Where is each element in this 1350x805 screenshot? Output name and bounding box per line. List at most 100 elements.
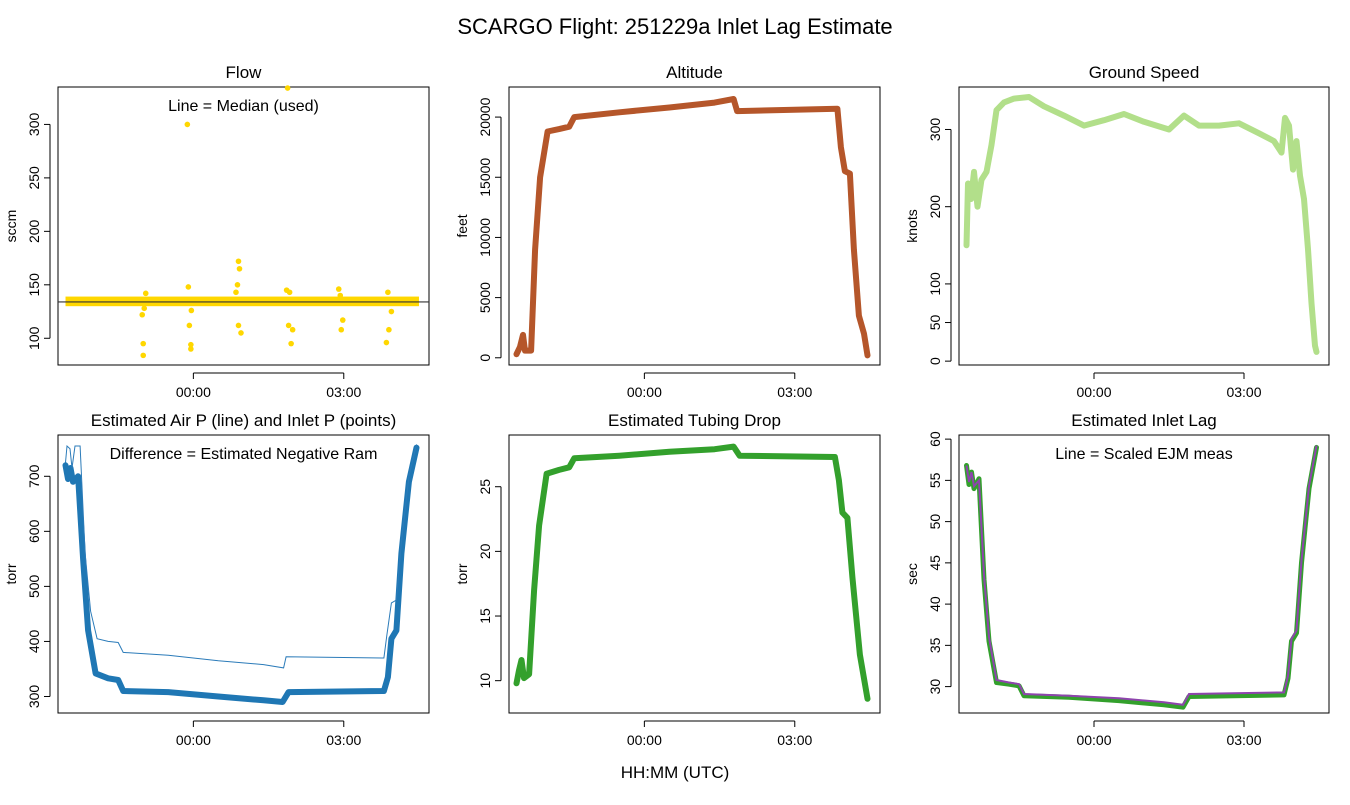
flow-point — [238, 330, 244, 336]
inlet-lag-xtick-label: 00:00 — [1076, 732, 1111, 748]
inlet-lag-ytick-label: 55 — [927, 472, 943, 488]
tubing-drop-title: Estimated Tubing Drop — [608, 411, 781, 430]
inlet-lag-ytick-label: 30 — [927, 679, 943, 695]
flow-point — [236, 265, 243, 272]
flow-point — [285, 322, 292, 329]
flow-point — [188, 307, 195, 314]
inlet-lag-title: Estimated Inlet Lag — [1071, 411, 1217, 430]
flow-point — [233, 289, 239, 296]
flow-point — [337, 292, 344, 299]
inlet-lag-ytick-label: 50 — [927, 514, 943, 530]
flow-ytick-label: 200 — [26, 219, 42, 243]
flow-xtick-label: 03:00 — [326, 384, 361, 400]
figure-title: SCARGO Flight: 251229a Inlet Lag Estimat… — [457, 14, 892, 39]
flow-point — [139, 311, 146, 318]
altitude-frame — [508, 86, 881, 366]
flow-point — [289, 326, 296, 333]
flow-point — [286, 289, 293, 296]
pressure-series-inlet-p — [62, 444, 420, 705]
flow-point — [339, 317, 346, 323]
altitude-ytick-label: 15000 — [477, 158, 493, 197]
ground-speed-ylabel: knots — [904, 209, 920, 242]
pressure-xtick-label: 00:00 — [176, 732, 211, 748]
ground-speed-ytick-label: 300 — [927, 118, 943, 142]
ground-speed-ytick-label: 0 — [927, 357, 943, 365]
flow-point — [335, 286, 342, 292]
flow-point — [386, 326, 392, 333]
pressure-series-air-p — [65, 444, 417, 669]
ground-speed-xtick-label: 00:00 — [1076, 384, 1111, 400]
flow-point — [235, 258, 242, 265]
flow-point — [383, 339, 390, 346]
tubing-drop-ylabel: torr — [454, 563, 470, 584]
flow-xtick-label: 00:00 — [176, 384, 211, 400]
flow-ytick-label: 100 — [26, 326, 42, 350]
flow-point — [388, 308, 395, 315]
flow-point — [140, 340, 147, 347]
flow-point — [184, 121, 191, 128]
inlet-lag-series-ejm — [965, 445, 1318, 706]
tubing-drop-xtick-label: 00:00 — [627, 732, 662, 748]
inlet-lag-series-lag — [964, 444, 1319, 710]
inlet-lag-annotation: Line = Scaled EJM meas — [1055, 446, 1232, 463]
inlet-lag-ytick-label: 35 — [927, 637, 943, 653]
flow-ytick-label: 300 — [26, 113, 42, 137]
ground-speed-series-line — [963, 94, 1320, 355]
ground-speed-ytick-label: 50 — [927, 315, 943, 331]
tubing-drop-ytick-label: 25 — [477, 479, 493, 495]
altitude-title: Altitude — [666, 63, 723, 82]
panel-flow: Flow sccm 100 150 200 250 300 00:00 03:00 Line = … — [3, 63, 430, 400]
ground-speed-ytick-label: 100 — [927, 272, 943, 296]
altitude-ytick-label: 5000 — [477, 282, 493, 313]
flow-point — [142, 290, 149, 297]
flow-ylabel: sccm — [3, 210, 19, 243]
flow-point — [140, 352, 147, 359]
inlet-lag-ytick-label: 45 — [927, 555, 943, 571]
figure-xlabel: HH:MM (UTC) — [621, 763, 730, 782]
inlet-lag-ytick-label: 40 — [927, 596, 943, 612]
inlet-lag-ylabel: sec — [904, 563, 920, 585]
flow-frame — [57, 86, 430, 366]
altitude-ytick-label: 10000 — [477, 218, 493, 257]
tubing-drop-ytick-label: 10 — [477, 673, 493, 689]
tubing-drop-xtick-label: 03:00 — [777, 732, 812, 748]
inlet-lag-xtick-label: 03:00 — [1226, 732, 1261, 748]
panel-inlet-lag: Estimated Inlet Lag sec 30 35 40 45 50 55 60 00:0… — [904, 411, 1330, 748]
flow-point — [235, 322, 242, 329]
pressure-ytick-label: 600 — [26, 519, 42, 543]
flow-point — [141, 305, 148, 312]
flow-point — [385, 289, 391, 296]
ground-speed-frame — [958, 86, 1330, 366]
flow-point — [234, 282, 241, 288]
inlet-lag-frame — [958, 434, 1330, 714]
tubing-drop-ytick-label: 15 — [477, 608, 493, 624]
altitude-ytick-label: 20000 — [477, 97, 493, 136]
pressure-frame — [57, 434, 430, 714]
altitude-ylabel: feet — [454, 214, 470, 237]
ground-speed-xtick-label: 03:00 — [1226, 384, 1261, 400]
pressure-ylabel: torr — [3, 563, 19, 584]
pressure-ytick-label: 300 — [26, 685, 42, 709]
panel-altitude: Altitude feet 0 5000 10000 15000 20000 00:00 03:… — [454, 63, 881, 400]
flow-ytick-label: 250 — [26, 166, 42, 190]
flow-annotation: Line = Median (used) — [168, 98, 319, 115]
flow-ytick-label: 150 — [26, 273, 42, 297]
panel-tubing-drop: Estimated Tubing Drop torr 10 15 20 25 00:00 03… — [454, 411, 881, 748]
flow-point — [188, 346, 194, 352]
altitude-ytick-label: 0 — [477, 354, 493, 362]
pressure-title: Estimated Air P (line) and Inlet P (poin… — [91, 411, 397, 430]
panel-pressure: Estimated Air P (line) and Inlet P (poin… — [3, 411, 430, 748]
flow-title: Flow — [226, 63, 263, 82]
pressure-annotation: Difference = Estimated Negative Ram — [110, 446, 378, 463]
tubing-drop-ytick-label: 20 — [477, 543, 493, 559]
pressure-ytick-label: 500 — [26, 574, 42, 598]
flow-point — [284, 85, 291, 91]
pressure-ytick-label: 400 — [26, 630, 42, 654]
altitude-series-line — [513, 96, 871, 359]
altitude-xtick-label: 03:00 — [777, 384, 812, 400]
ground-speed-title: Ground Speed — [1089, 63, 1200, 82]
pressure-ytick-label: 700 — [26, 464, 42, 488]
